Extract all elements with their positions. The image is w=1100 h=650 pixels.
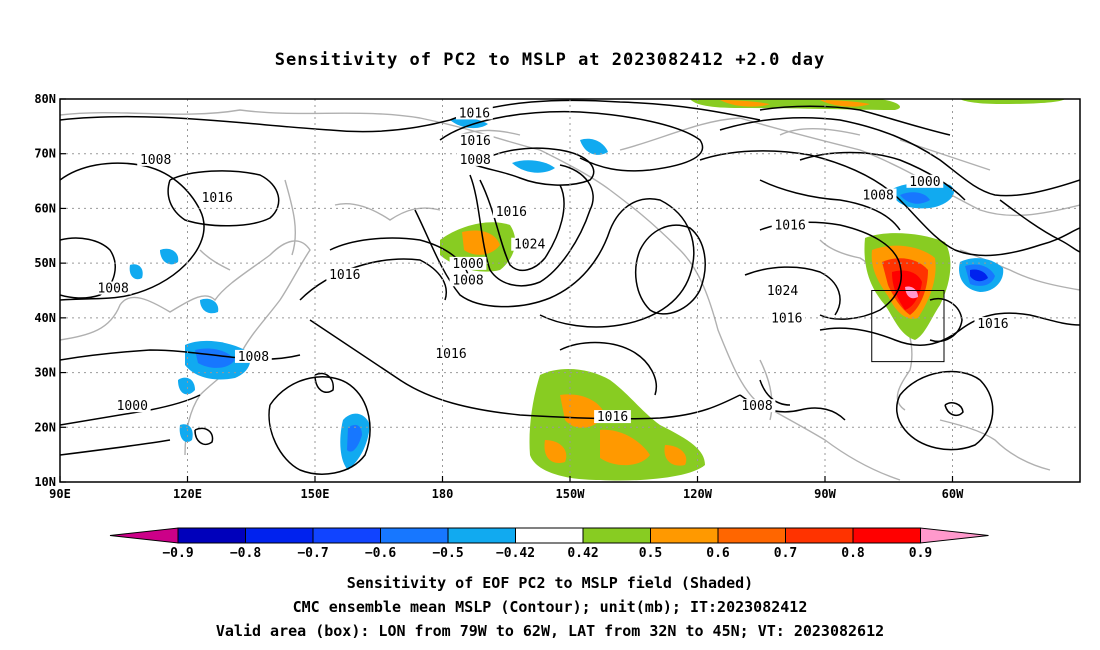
colorbar-segment (515, 527, 584, 544)
contour-label-bg (137, 152, 175, 166)
colorbar-label: 0.8 (841, 546, 865, 561)
contour-label-bg (456, 133, 494, 147)
mslp-contours (60, 99, 1080, 475)
lat-tick-label: 40N (34, 311, 56, 325)
contour-label-bg (432, 347, 470, 361)
lat-tick-label: 70N (34, 147, 56, 161)
colorbar-segment (245, 527, 314, 544)
contour-label-bg (456, 152, 494, 166)
contour-label: 1024 (514, 238, 545, 253)
lat-tick-label: 10N (34, 475, 56, 489)
colorbar-label: −0.5 (432, 546, 463, 561)
colorbar-segment (582, 527, 651, 544)
colorbar-label: 0.42 (567, 546, 598, 561)
colorbar-segment (717, 527, 786, 544)
contour-label: 1000 (909, 175, 940, 190)
contour-labels: 1016101610081008101610161024100010081016… (94, 106, 1012, 425)
colorbar-label: −0.8 (230, 546, 261, 561)
lat-tick-label: 20N (34, 420, 56, 434)
contour-label: 1016 (459, 106, 490, 121)
colorbar-label: 0.5 (639, 546, 662, 561)
contour-label-bg (326, 267, 364, 281)
contour-label: 1008 (460, 153, 491, 168)
contour-label: 1016 (774, 219, 805, 234)
contour-label: 1000 (452, 257, 483, 272)
contour-label: 1016 (771, 312, 802, 327)
colorbar-segment (852, 527, 921, 544)
contour-label-bg (906, 174, 944, 188)
contour-label-bg (455, 106, 493, 120)
contour-label-bg (594, 410, 631, 424)
lat-tick-label: 50N (34, 256, 56, 270)
caption-line-1: Sensitivity of EOF PC2 to MSLP field (Sh… (346, 574, 754, 592)
colorbar-label: −0.6 (365, 546, 396, 561)
shaded-sensitivity (129, 99, 1065, 481)
colorbar-segment (177, 527, 246, 544)
colorbar-label: −0.7 (297, 546, 328, 561)
contour-label-bg (738, 399, 776, 413)
colorbar-segment (785, 527, 854, 544)
colorbar-label: 0.6 (706, 546, 730, 561)
colorbar-high-end (920, 527, 989, 544)
contour-label: 1008 (862, 188, 893, 203)
colorbar-segment (380, 527, 449, 544)
colorbar: −0.9 −0.8 −0.7 −0.6 −0.5 −0.42 0.42 0.5 0.6 0.7 0.… (109, 527, 989, 561)
colorbar-segment (447, 527, 516, 544)
lon-tick-label: 120W (683, 487, 713, 501)
contour-label: 1016 (329, 268, 360, 283)
valid-area-box (871, 290, 945, 363)
contour-label: 1008 (452, 273, 483, 288)
lon-tick-label: 150W (556, 487, 586, 501)
caption-line-3: Valid area (box): LON from 79W to 62W, L… (215, 622, 885, 640)
contour-label-bg (113, 399, 151, 413)
contour-label-bg (492, 204, 530, 218)
contour-label: 1000 (117, 399, 148, 414)
lon-tick-label: 180 (432, 487, 454, 501)
lat-tick-label: 60N (34, 201, 56, 215)
chart-title: Sensitivity of PC2 to MSLP at 2023082412… (274, 50, 826, 70)
colorbar-label: 0.9 (909, 546, 932, 561)
axes: 90E 120E 150E 180 150W 120W 90W 60W 80N 70N 60N 50N… (34, 92, 964, 501)
contour-label-bg (234, 349, 272, 363)
contour-label-bg (449, 256, 487, 270)
contour-label: 1016 (496, 205, 527, 220)
colorbar-label: −0.9 (162, 546, 193, 561)
lon-tick-label: 90E (49, 487, 71, 501)
contour-label-bg (449, 273, 487, 287)
lon-tick-label: 120E (173, 487, 202, 501)
contour-label: 1008 (140, 153, 171, 168)
contour-label-bg (768, 311, 806, 325)
colorbar-label: 0.7 (774, 546, 797, 561)
colorbar-segment (650, 527, 719, 544)
lon-tick-label: 90W (814, 487, 836, 501)
caption-line-2: CMC ensemble mean MSLP (Contour); unit(m… (292, 598, 808, 616)
lon-tick-label: 150E (301, 487, 330, 501)
contour-label: 1008 (741, 399, 772, 414)
contour-label: 1008 (97, 282, 128, 297)
contour-label: 1016 (435, 347, 466, 362)
colorbar-segment (312, 527, 381, 544)
contour-label-bg (859, 188, 897, 202)
contour-label-bg (198, 191, 236, 205)
contour-label-bg (94, 281, 132, 295)
lon-tick-label: 60W (942, 487, 964, 501)
contour-label: 1016 (977, 317, 1008, 332)
contour-label: 1016 (460, 134, 491, 149)
contour-label: 1024 (767, 284, 798, 299)
colorbar-label: −0.42 (496, 546, 535, 561)
contour-label-bg (974, 317, 1012, 331)
contour-label: 1016 (597, 410, 628, 425)
contour-label: 1016 (202, 191, 233, 206)
contour-label-bg (764, 284, 801, 298)
colorbar-low-end (109, 527, 179, 544)
contour-label: 1008 (238, 350, 269, 365)
lat-tick-label: 80N (34, 92, 56, 106)
contour-label-bg (511, 237, 549, 251)
gridlines (60, 99, 1080, 482)
contour-label-bg (771, 218, 809, 232)
lat-tick-label: 30N (34, 366, 56, 380)
